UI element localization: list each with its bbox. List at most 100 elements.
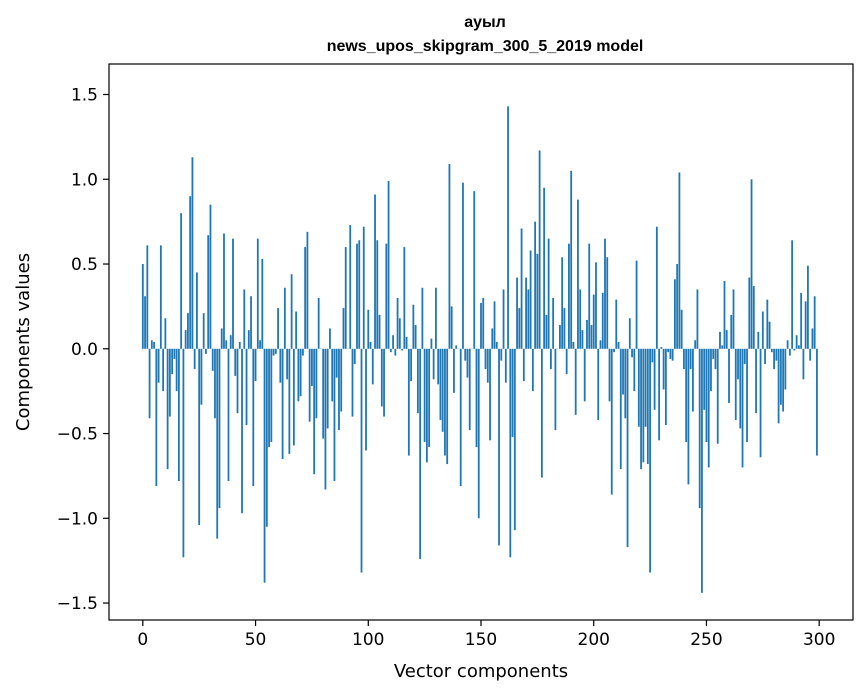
bar-component-244: [692, 348, 694, 412]
bar-component-178: [543, 187, 546, 349]
bar-component-22: [191, 157, 194, 349]
bar-component-51: [256, 238, 259, 349]
bar-component-187: [563, 308, 566, 349]
bar-component-232: [664, 348, 667, 426]
bar-component-15: [175, 348, 178, 392]
bar-component-20: [187, 313, 189, 349]
bar-component-242: [687, 348, 690, 485]
bar-component-5: [153, 342, 155, 349]
bar-component-109: [387, 180, 390, 349]
bar-component-185: [559, 325, 561, 349]
bar-component-82: [326, 348, 329, 429]
bar-component-17: [180, 213, 183, 349]
bar-component-297: [811, 328, 814, 349]
bar-component-216: [628, 318, 631, 349]
bar-component-260: [728, 348, 730, 404]
bar-component-81: [324, 348, 327, 490]
bar-component-237: [676, 264, 679, 349]
bar-component-221: [640, 348, 642, 470]
bar-component-101: [369, 342, 372, 349]
bar-component-29: [207, 235, 210, 349]
bar-component-31: [211, 348, 214, 371]
bar-component-2: [146, 245, 149, 349]
bar-component-286: [786, 340, 789, 349]
bar-component-103: [374, 194, 376, 349]
bar-component-215: [626, 348, 629, 548]
bar-component-228: [655, 226, 658, 349]
x-tick-label: 300: [803, 630, 835, 650]
bar-component-41: [234, 348, 237, 376]
bar-component-158: [498, 348, 500, 546]
bar-component-36: [223, 233, 225, 349]
bar-component-274: [759, 348, 762, 458]
bar-component-135: [446, 348, 449, 465]
bar-component-288: [791, 240, 794, 349]
bar-component-126: [425, 348, 428, 463]
bar-component-52: [259, 340, 261, 349]
bar-component-47: [247, 330, 250, 349]
bar-component-219: [635, 260, 638, 349]
bar-component-7: [157, 348, 160, 383]
bar-component-56: [268, 348, 270, 448]
bar-component-76: [313, 348, 316, 475]
bar-component-176: [538, 150, 541, 349]
bar-component-18: [182, 348, 185, 558]
bar-component-194: [579, 289, 582, 349]
bar-component-262: [732, 289, 735, 349]
bar-component-37: [225, 340, 228, 349]
bar-component-97: [360, 348, 363, 573]
bar-component-165: [513, 348, 516, 531]
bar-component-186: [561, 257, 564, 349]
bar-component-34: [218, 348, 221, 509]
bar-component-271: [752, 286, 755, 349]
bar-component-116: [403, 247, 406, 349]
bar-component-153: [486, 348, 489, 383]
bar-component-225: [649, 348, 651, 573]
bar-component-133: [441, 348, 444, 432]
bar-component-193: [577, 199, 579, 349]
bar-component-234: [669, 348, 672, 359]
bar-component-128: [430, 338, 433, 349]
bar-component-250: [705, 348, 708, 443]
bar-component-200: [592, 294, 595, 349]
bar-component-43: [238, 342, 241, 349]
bar-component-143: [464, 348, 467, 361]
bar-component-77: [315, 348, 318, 419]
bar-component-294: [804, 301, 807, 349]
bar-component-197: [586, 319, 588, 349]
bar-component-35: [220, 328, 223, 349]
bar-component-278: [768, 321, 771, 349]
bar-component-108: [385, 243, 388, 349]
bar-component-49: [252, 348, 255, 487]
bar-component-163: [509, 348, 512, 558]
bar-component-252: [710, 348, 712, 392]
x-tick-label: 200: [578, 630, 610, 650]
bar-component-267: [743, 348, 746, 365]
bar-component-229: [658, 348, 661, 441]
bar-component-220: [637, 348, 640, 427]
bar-component-24: [196, 272, 198, 349]
bar-component-231: [662, 348, 665, 390]
bar-component-132: [439, 348, 442, 420]
bar-component-280: [773, 348, 775, 370]
bar-component-66: [290, 274, 293, 349]
bar-component-67: [292, 348, 295, 446]
bar-component-189: [568, 243, 570, 349]
bar-component-111: [392, 335, 394, 349]
bar-component-259: [725, 330, 728, 349]
bar-component-281: [775, 348, 778, 361]
bar-component-218: [633, 348, 636, 392]
bar-component-167: [518, 308, 521, 349]
bar-component-175: [536, 253, 539, 349]
bar-component-298: [813, 296, 816, 349]
bar-component-246: [696, 289, 699, 349]
bar-component-129: [432, 348, 435, 380]
bar-component-78: [317, 297, 320, 349]
bar-component-245: [694, 340, 697, 349]
bar-component-269: [748, 277, 751, 349]
bar-component-190: [570, 170, 573, 349]
bar-component-86: [335, 348, 338, 378]
bar-component-14: [173, 348, 176, 359]
